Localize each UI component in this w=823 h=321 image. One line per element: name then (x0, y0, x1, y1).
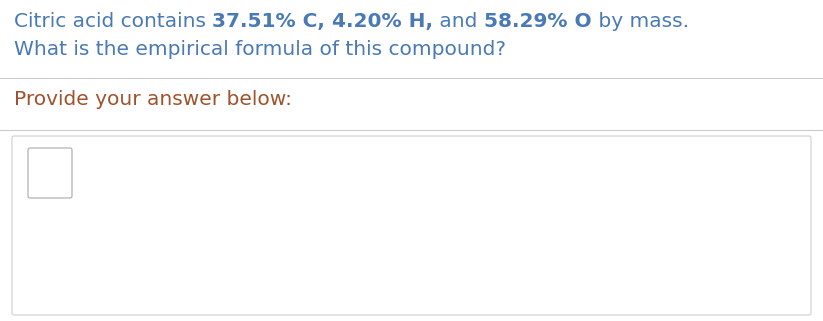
Text: by mass.: by mass. (592, 12, 689, 31)
FancyBboxPatch shape (12, 136, 811, 315)
Text: and: and (433, 12, 484, 31)
Text: 4.20% H,: 4.20% H, (332, 12, 433, 31)
Text: What is the empirical formula of this compound?: What is the empirical formula of this co… (14, 40, 506, 59)
Text: Citric acid contains: Citric acid contains (14, 12, 212, 31)
FancyBboxPatch shape (28, 148, 72, 198)
Text: 58.29% O: 58.29% O (484, 12, 592, 31)
Text: Provide your answer below:: Provide your answer below: (14, 90, 292, 109)
Text: 37.51% C,: 37.51% C, (212, 12, 332, 31)
